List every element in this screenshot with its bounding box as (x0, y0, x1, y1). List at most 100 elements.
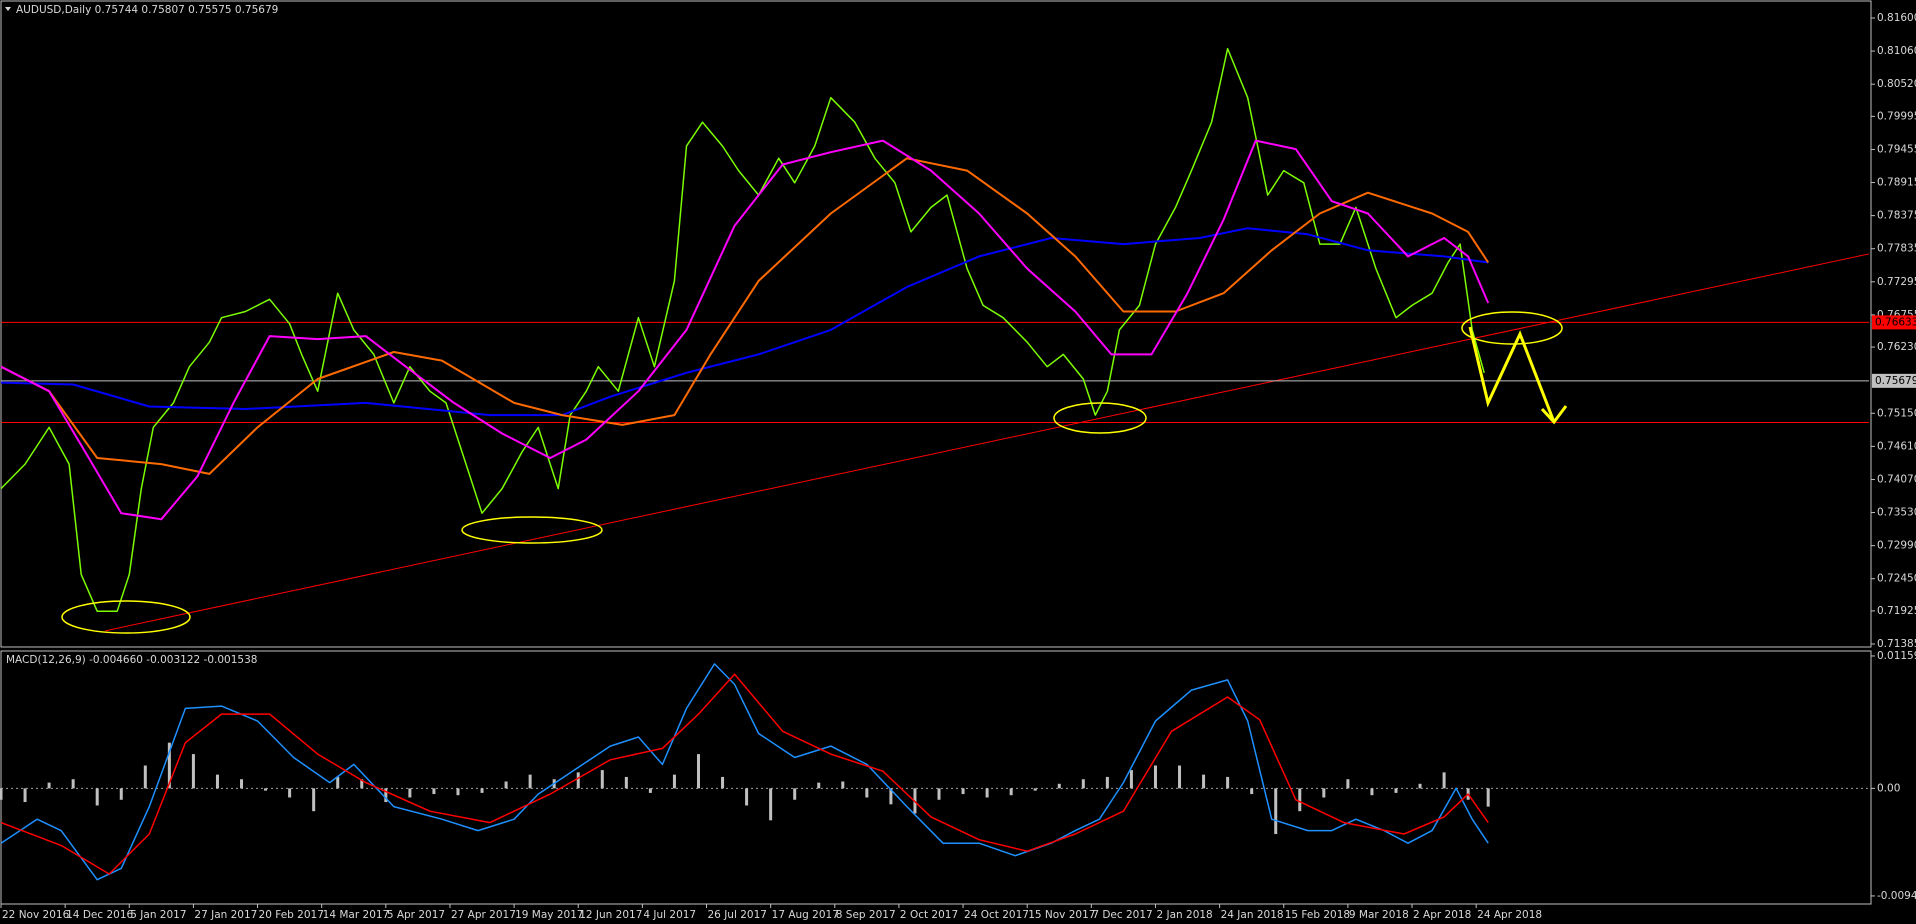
histogram-bar (889, 788, 893, 805)
histogram-bar (408, 788, 412, 798)
x-tick-label: 12 Jun 2017 (579, 909, 642, 921)
histogram-bar (336, 776, 340, 789)
x-tick-label: 8 Sep 2017 (836, 909, 896, 921)
histogram-bar (480, 788, 484, 793)
histogram-bar (745, 788, 749, 806)
annotations (61, 311, 1568, 634)
chart-title: AUDUSD,Daily 0.75744 0.75807 0.75575 0.7… (16, 4, 278, 16)
histogram-bar (576, 772, 580, 789)
ellipse-annotation (1461, 311, 1563, 345)
projection-arrow (1468, 326, 1556, 423)
histogram-bar (961, 788, 965, 795)
histogram-bar (769, 788, 773, 821)
macd-panel-frame (0, 650, 1872, 905)
histogram-bar (1394, 788, 1398, 793)
histogram-bar (1178, 765, 1182, 789)
histogram-bar (865, 788, 869, 798)
histogram-bar (95, 788, 99, 806)
x-tick-label: 2 Oct 2017 (900, 909, 958, 921)
histogram-bar (937, 788, 941, 800)
y-tick-label: -0.009421 (1877, 890, 1916, 902)
histogram-bar (432, 788, 436, 795)
x-tick-label: 22 Nov 2016 (2, 909, 70, 921)
histogram-bar (71, 779, 75, 789)
x-tick-label: 17 Aug 2017 (772, 909, 839, 921)
histogram-bar (721, 776, 725, 789)
histogram-bar (47, 782, 51, 789)
x-tick-label: 5 Apr 2017 (387, 909, 445, 921)
x-tick-label: 5 Jan 2017 (130, 909, 186, 921)
histogram-bar (1346, 779, 1350, 789)
histogram-bar (1418, 783, 1422, 789)
histogram-bar (1202, 774, 1206, 789)
histogram-bar (528, 774, 532, 789)
y-tick-label: 0.71385 (1877, 638, 1916, 650)
histogram-bar (841, 781, 845, 789)
series-line (0, 139, 1490, 521)
histogram-bar (1009, 788, 1013, 796)
series-line (0, 663, 1489, 881)
histogram-bar (1105, 776, 1109, 789)
histogram-bar (1250, 788, 1254, 795)
histogram-bar (1081, 779, 1085, 789)
trendline (105, 253, 1870, 632)
y-tick-label: 0.77295 (1877, 276, 1916, 288)
histogram-bar (600, 770, 604, 789)
x-tick-label: 24 Oct 2017 (964, 909, 1029, 921)
x-tick-label: 9 Mar 2018 (1349, 909, 1409, 921)
ellipse-annotation (461, 516, 603, 544)
x-tick-label: 20 Feb 2017 (259, 909, 324, 921)
series-line (0, 157, 1490, 475)
series-line (0, 673, 1489, 875)
histogram-bar (1226, 776, 1230, 789)
price-label: 0.75679 (1875, 375, 1916, 387)
histogram-bar (985, 788, 989, 798)
histogram-bar (384, 788, 388, 803)
x-tick-label: 24 Jan 2018 (1221, 909, 1284, 921)
y-tick-label: 0.78915 (1877, 177, 1916, 189)
histogram-bar (264, 788, 268, 791)
histogram-bar (1370, 788, 1374, 796)
y-tick-label: 0.77835 (1877, 243, 1916, 255)
histogram-bar (1057, 783, 1061, 789)
macd-title: MACD(12,26,9) -0.004660 -0.003122 -0.001… (6, 654, 257, 666)
main-panel-frame (0, 0, 1872, 648)
histogram-bar (696, 754, 700, 789)
x-tick-label: 2 Jan 2018 (1156, 909, 1212, 921)
histogram-bar (23, 788, 27, 803)
y-tick-label: 0.79455 (1877, 143, 1916, 155)
histogram-bar (648, 788, 652, 793)
price-label: 0.76633 (1875, 316, 1916, 328)
x-tick-label: 15 Nov 2017 (1028, 909, 1095, 921)
x-tick-label: 15 Feb 2018 (1285, 909, 1350, 921)
x-tick-label: 4 Jul 2017 (643, 909, 696, 921)
x-tick-label: 27 Jan 2017 (194, 909, 257, 921)
x-tick-label: 2 Apr 2018 (1413, 909, 1471, 921)
histogram-bar (360, 779, 364, 789)
y-tick-label: 0.79995 (1877, 110, 1916, 122)
histogram-bar (793, 788, 797, 800)
histogram-bar (288, 788, 292, 798)
histogram-bar (143, 765, 147, 789)
histogram-bar (504, 781, 508, 789)
histogram-bar (1322, 788, 1326, 798)
histogram-bar (624, 776, 628, 789)
x-tick-label: 24 Apr 2018 (1477, 909, 1542, 921)
histogram-bar (1298, 788, 1302, 812)
series-line (0, 47, 1485, 612)
histogram-bar (817, 782, 821, 789)
x-tick-label: 26 Jul 2017 (708, 909, 767, 921)
histogram-bar (1129, 770, 1133, 789)
